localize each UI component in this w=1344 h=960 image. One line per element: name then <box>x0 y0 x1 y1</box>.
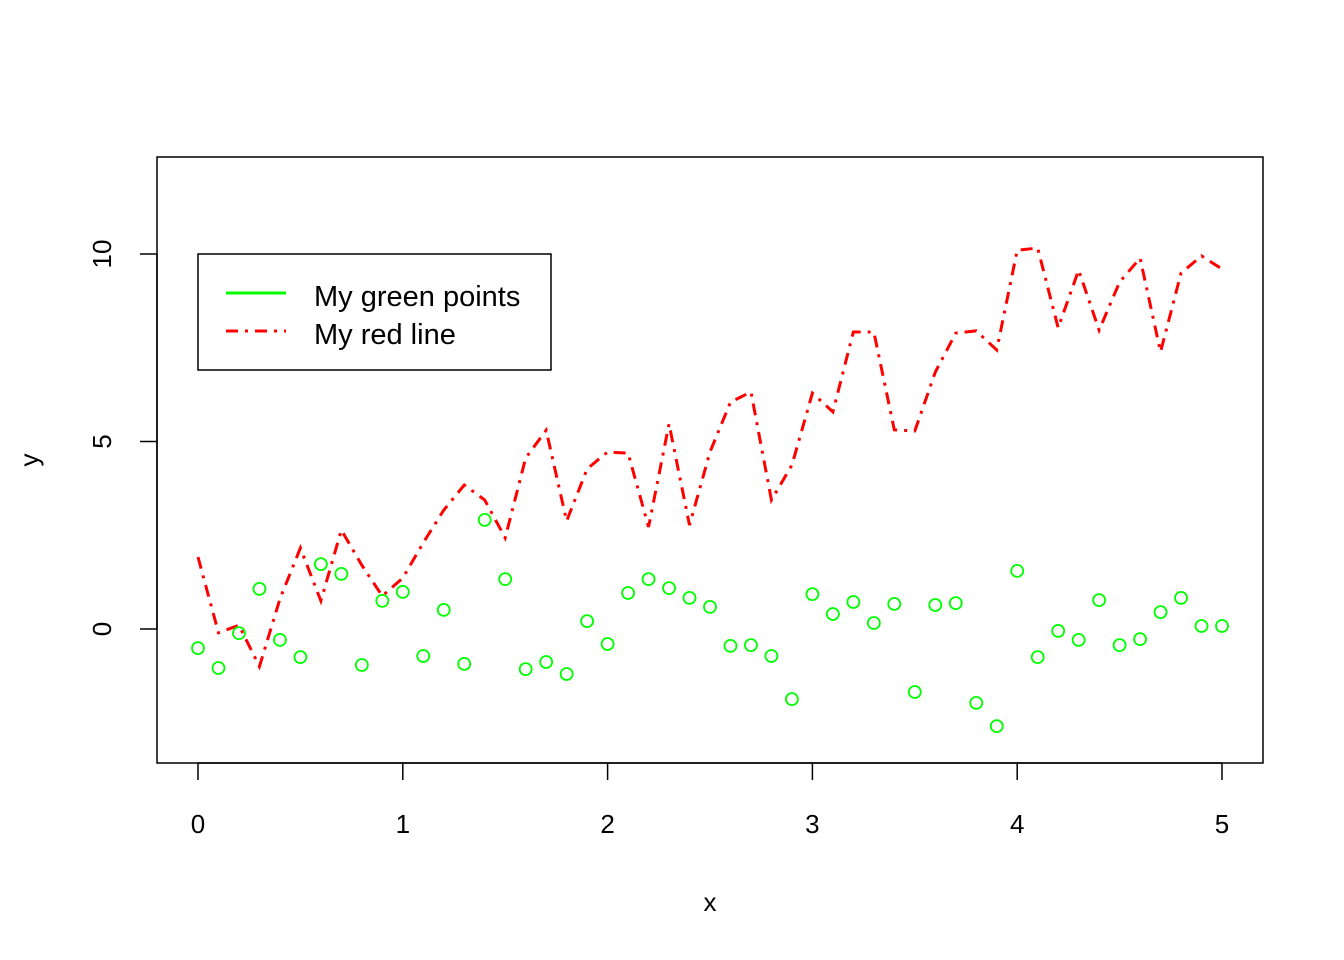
green-point <box>211 661 226 675</box>
green-point <box>703 599 717 614</box>
green-point <box>518 662 533 677</box>
green-point <box>682 590 697 605</box>
x-axis-label: x <box>704 887 717 917</box>
green-point <box>600 637 615 651</box>
green-point <box>375 593 390 608</box>
green-point <box>1112 638 1127 653</box>
green-point <box>723 638 738 653</box>
red-line-series <box>196 246 1223 671</box>
y-tick-label: 5 <box>87 434 117 448</box>
green-point <box>1030 650 1045 665</box>
green-point <box>416 649 431 663</box>
green-point <box>764 649 779 663</box>
green-point <box>580 614 595 629</box>
green-point <box>948 596 963 611</box>
plot-frame <box>156 156 1264 764</box>
x-tick-label: 3 <box>805 809 819 839</box>
green-point <box>395 584 410 599</box>
green-point <box>928 598 943 612</box>
y-tick-label: 0 <box>87 622 117 636</box>
green-point <box>334 566 349 581</box>
x-tick-label: 5 <box>1215 809 1229 839</box>
x-tick-label: 1 <box>396 809 410 839</box>
x-axis: 0 1 2 3 4 5 <box>191 762 1229 839</box>
legend-label-red: My red line <box>314 319 456 351</box>
y-axis-label: y <box>14 454 44 467</box>
green-point <box>273 632 287 647</box>
green-point <box>1215 619 1229 633</box>
green-point <box>846 595 861 609</box>
x-tick-label: 2 <box>600 809 614 839</box>
y-axis: 0 5 10 <box>87 240 158 636</box>
green-point <box>785 692 799 707</box>
green-point <box>436 602 451 617</box>
x-tick-label: 4 <box>1010 809 1024 839</box>
legend: My green points My red line <box>197 253 552 371</box>
green-point <box>191 641 205 656</box>
green-point <box>744 638 758 653</box>
green-point <box>1194 619 1209 633</box>
green-point <box>232 626 246 641</box>
green-point <box>539 655 554 669</box>
green-point <box>477 512 492 527</box>
green-point <box>621 586 635 600</box>
green-point <box>252 581 267 596</box>
green-point <box>969 695 984 710</box>
green-point <box>825 607 840 621</box>
green-point <box>1071 632 1086 647</box>
green-point <box>1174 590 1188 605</box>
green-point <box>354 658 369 672</box>
green-point <box>887 596 902 611</box>
legend-box <box>197 253 552 371</box>
green-point <box>662 581 676 596</box>
green-point <box>1092 593 1107 608</box>
green-point <box>1133 632 1147 647</box>
plot-marks <box>191 246 1229 734</box>
green-point <box>498 572 513 587</box>
y-tick-label: 10 <box>87 240 117 269</box>
green-point <box>1051 623 1066 638</box>
x-tick-label: 0 <box>191 809 205 839</box>
green-point <box>866 616 881 630</box>
green-point <box>457 656 472 671</box>
green-point <box>907 685 922 699</box>
green-point <box>641 572 656 587</box>
green-point <box>559 667 574 681</box>
green-point <box>805 587 820 602</box>
green-point <box>1153 605 1168 620</box>
green-point <box>293 650 308 665</box>
legend-label-green: My green points <box>314 281 520 313</box>
green-point <box>1010 563 1025 578</box>
green-point <box>989 719 1004 734</box>
green-point <box>313 557 328 572</box>
